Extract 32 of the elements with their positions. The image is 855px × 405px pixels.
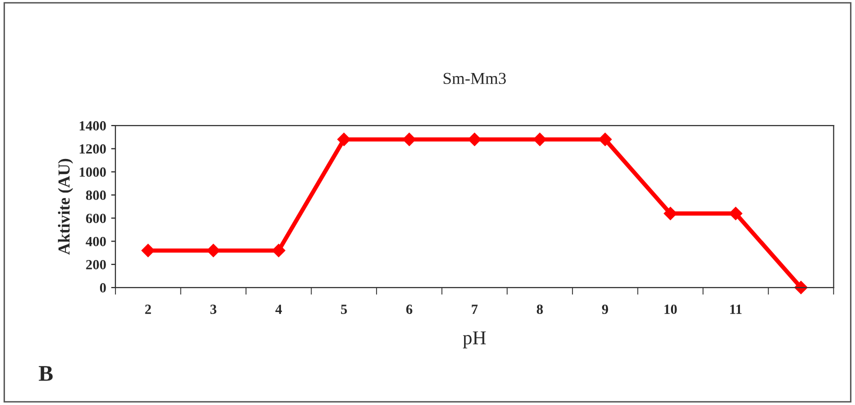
x-tick-label: 10 [664, 304, 677, 314]
y-tick-label: 600 [86, 214, 106, 224]
x-tick-label: 9 [602, 304, 608, 314]
y-tick-label: 1400 [80, 121, 106, 131]
text: B [38, 366, 53, 381]
point [468, 132, 482, 146]
y-tick-label: 1000 [80, 167, 106, 177]
chart-title: Sm-Mm3 [444, 72, 506, 84]
x-tick-label: 7 [472, 304, 478, 314]
point [664, 206, 677, 220]
x-tick-label: 3 [210, 304, 216, 314]
point [272, 244, 286, 258]
point [402, 132, 416, 146]
y-tick-label: 0 [100, 283, 106, 293]
x-tick-label: 6 [406, 304, 412, 314]
x-tick-label: 2 [145, 304, 151, 314]
y-tick-label: 800 [86, 190, 106, 200]
point [337, 132, 351, 146]
point [141, 244, 155, 258]
point [598, 132, 612, 146]
x-tick-label: 5 [341, 304, 347, 314]
point [729, 206, 742, 220]
y-tick-label: 1200 [80, 144, 106, 154]
point [206, 244, 220, 258]
x-axis-title: pH [462, 331, 486, 348]
x-tick-label: 8 [536, 304, 543, 314]
y-tick-label: 200 [86, 260, 106, 270]
point [533, 132, 546, 146]
x-tick-label: 4 [275, 304, 282, 314]
y-tick-label: 400 [86, 236, 106, 246]
x-tick-label: 11 [730, 304, 742, 314]
y-axis-title: Aktivite (AU) [58, 158, 74, 255]
